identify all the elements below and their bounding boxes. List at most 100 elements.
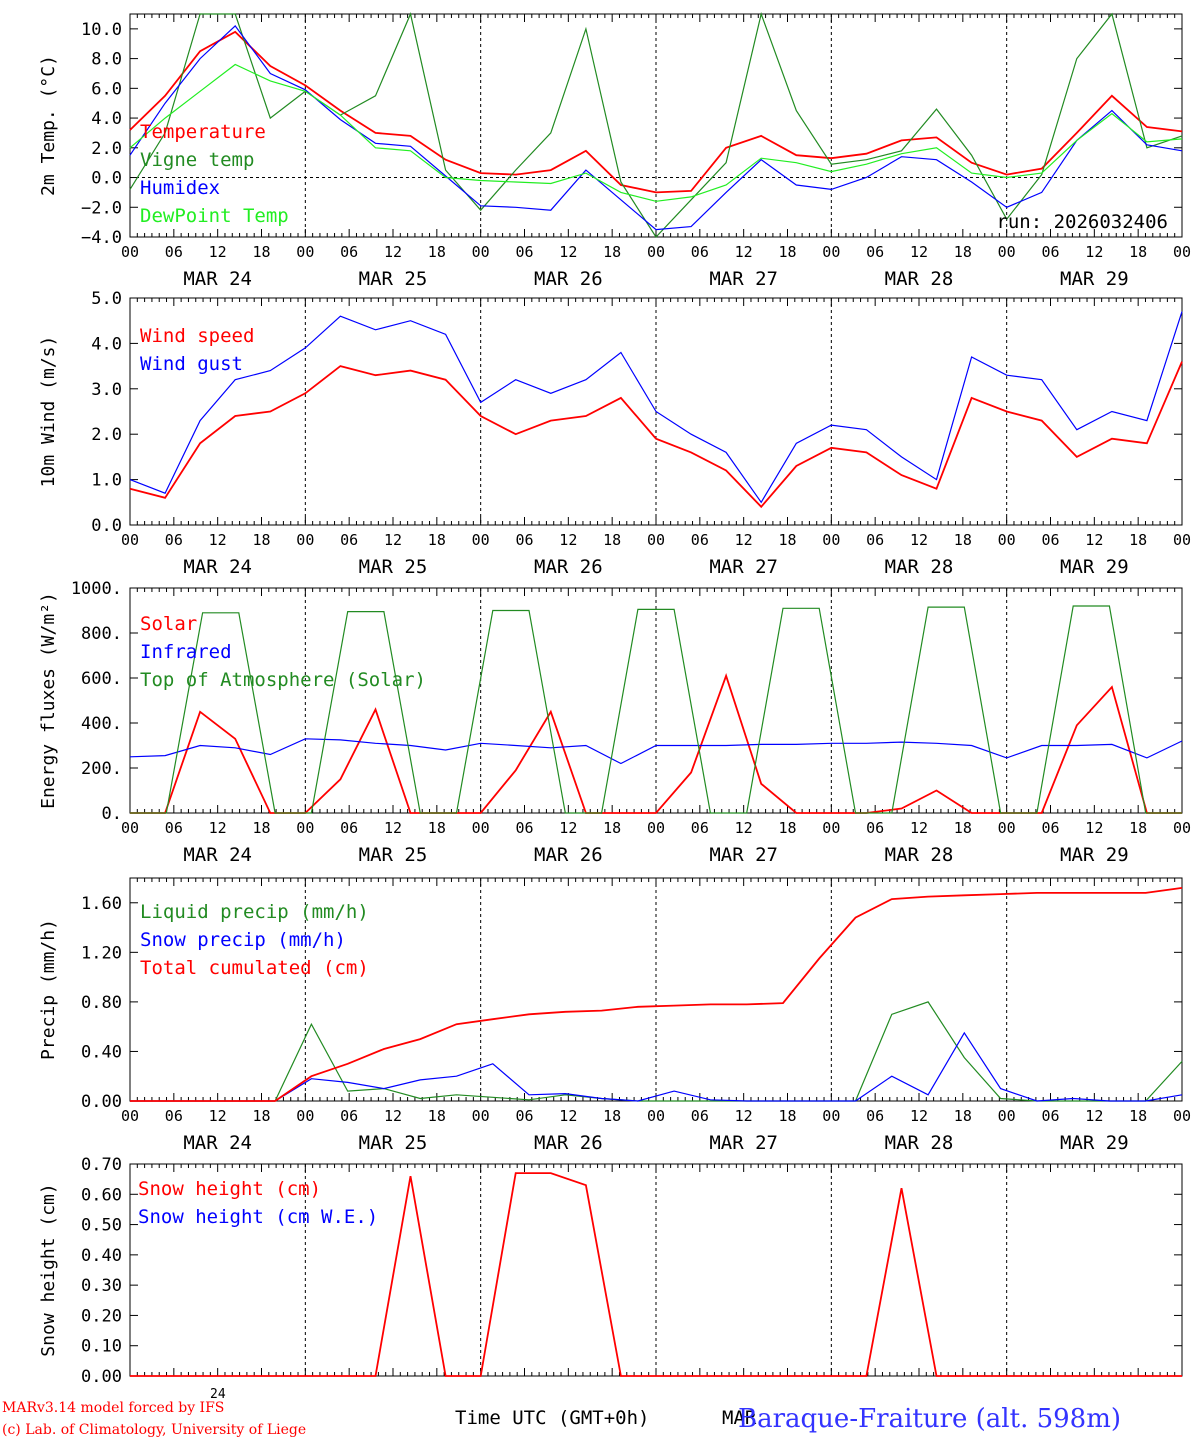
x-hour-label: 06 xyxy=(165,531,183,549)
x-hour-label: 12 xyxy=(910,819,928,837)
series-line-snow-height-cm- xyxy=(130,1172,1182,1377)
x-hour-label: 06 xyxy=(691,243,709,261)
x-day-label: MAR 24 xyxy=(183,556,252,578)
x-hour-label: 00 xyxy=(121,531,139,549)
x-hour-label: 06 xyxy=(165,243,183,261)
x-hour-label: 00 xyxy=(822,819,840,837)
x-hour-label: 18 xyxy=(954,243,972,261)
x-day-label: MAR 27 xyxy=(709,268,778,290)
x-hour-label: 06 xyxy=(515,531,533,549)
x-hour-label: 00 xyxy=(647,243,665,261)
legend-entry: Humidex xyxy=(140,177,220,199)
y-tick-label: 6.0 xyxy=(91,79,122,99)
y-axis-label: 2m Temp. (°C) xyxy=(38,55,59,196)
panel-3: 0. 200. 400. 600. 800. 1000. Energy fluxes (W/… xyxy=(38,579,1191,866)
x-day-label: MAR 25 xyxy=(359,556,428,578)
x-hour-label: 18 xyxy=(428,243,446,261)
y-tick-label: 0.50 xyxy=(81,1216,122,1236)
x-hour-label: 18 xyxy=(778,819,796,837)
x-hour-label: 12 xyxy=(384,1107,402,1125)
x-hour-label: 06 xyxy=(1041,819,1059,837)
x-hour-label: 18 xyxy=(603,819,621,837)
x-hour-label: 00 xyxy=(822,243,840,261)
x-hour-label: 12 xyxy=(209,243,227,261)
x-hour-label: 12 xyxy=(735,243,753,261)
x-day-label: MAR 29 xyxy=(1060,1132,1129,1154)
x-hour-label: 00 xyxy=(998,819,1016,837)
x-hour-label: 06 xyxy=(866,1107,884,1125)
x-day-label: MAR 28 xyxy=(885,844,954,866)
x-day-label: MAR 24 xyxy=(183,268,252,290)
x-hour-label: 00 xyxy=(472,243,490,261)
x-day-label: MAR 29 xyxy=(1060,268,1129,290)
x-hour-label: 06 xyxy=(1041,243,1059,261)
y-tick-label: 2.0 xyxy=(91,425,122,445)
x-hour-label: 06 xyxy=(691,819,709,837)
x-hour-label: 12 xyxy=(735,1107,753,1125)
y-tick-label: 3.0 xyxy=(91,380,122,400)
station-title: Baraque-Fraiture (alt. 598m) xyxy=(738,1404,1121,1434)
x-hour-label: 00 xyxy=(998,1107,1016,1125)
legend-entry: Wind speed xyxy=(140,325,254,347)
legend-entry: Liquid precip (mm/h) xyxy=(140,901,369,923)
x-hour-label: 12 xyxy=(1085,243,1103,261)
x-hour-label: 12 xyxy=(1085,819,1103,837)
legend-entry: Total cumulated (cm) xyxy=(140,957,369,979)
footer-credit-line-2: (c) Lab. of Climatology, University of L… xyxy=(2,1422,306,1438)
x-hour-label: 12 xyxy=(209,1107,227,1125)
x-hour-label: 00 xyxy=(472,1107,490,1125)
legend-entry: Snow height (cm W.E.) xyxy=(138,1206,378,1228)
x-hour-label: 12 xyxy=(559,819,577,837)
series-line-temperature xyxy=(129,30,1183,194)
x-hour-label: 06 xyxy=(1041,531,1059,549)
x-day-label: MAR 26 xyxy=(534,268,603,290)
x-hour-label: 12 xyxy=(384,819,402,837)
series-line-dewpoint-temp xyxy=(129,63,1183,202)
legend-entry: Wind gust xyxy=(140,353,243,375)
x-hour-label: 18 xyxy=(778,531,796,549)
x-hour-label: 12 xyxy=(384,243,402,261)
y-axis-label: Snow height (cm) xyxy=(38,1183,59,1356)
x-hour-label: 06 xyxy=(340,243,358,261)
x-hour-label: 18 xyxy=(252,243,270,261)
legend-entry: Solar xyxy=(140,613,197,635)
legend-entry: Vigne temp xyxy=(140,149,254,171)
y-tick-label: 10.0 xyxy=(81,20,122,40)
x-hour-label: 12 xyxy=(559,1107,577,1125)
x-hour-label: 06 xyxy=(691,1107,709,1125)
x-hour-label: 18 xyxy=(1129,243,1147,261)
y-tick-label: 0.00 xyxy=(81,1367,122,1387)
x-hour-label: 12 xyxy=(910,531,928,549)
x-hour-label: 00 xyxy=(998,531,1016,549)
x-hour-label: 18 xyxy=(252,1107,270,1125)
plot-frame xyxy=(129,587,1183,814)
y-tick-label: 0.20 xyxy=(81,1306,122,1326)
y-tick-label: −4.0 xyxy=(81,228,122,248)
x-hour-label: 18 xyxy=(954,1107,972,1125)
x-hour-label: 00 xyxy=(121,243,139,261)
footer-stray-day: 24 xyxy=(210,1387,226,1402)
x-hour-label-final: 00 xyxy=(1173,819,1191,837)
series-line-vigne-temp xyxy=(129,11,1183,238)
y-tick-label: 0.00 xyxy=(81,1092,122,1112)
plot-frame xyxy=(129,13,1183,238)
x-hour-label: 06 xyxy=(165,819,183,837)
legend-entry: Snow precip (mm/h) xyxy=(140,929,346,951)
y-tick-label: 1.0 xyxy=(91,471,122,491)
x-hour-label: 12 xyxy=(910,243,928,261)
x-axis-title: Time UTC (GMT+0h) xyxy=(455,1407,649,1429)
y-tick-label: 1.60 xyxy=(81,894,122,914)
x-hour-label-final: 00 xyxy=(1173,531,1191,549)
x-day-label: MAR 28 xyxy=(885,268,954,290)
y-tick-label: −2.0 xyxy=(81,198,122,218)
x-day-label: MAR 25 xyxy=(359,268,428,290)
x-hour-label: 18 xyxy=(428,531,446,549)
x-hour-label: 18 xyxy=(603,243,621,261)
x-hour-label: 12 xyxy=(910,1107,928,1125)
panel-1: −4.0 −2.0 0.0 2.0 4.0 6.0 8.0 10.0 2m Temp. (°C)… xyxy=(38,11,1191,290)
x-hour-label: 12 xyxy=(1085,1107,1103,1125)
y-tick-label: 800. xyxy=(81,624,122,644)
y-tick-label: 4.0 xyxy=(91,334,122,354)
x-day-label: MAR 24 xyxy=(183,1132,252,1154)
legend-entry: Top of Atmosphere (Solar) xyxy=(140,669,426,691)
